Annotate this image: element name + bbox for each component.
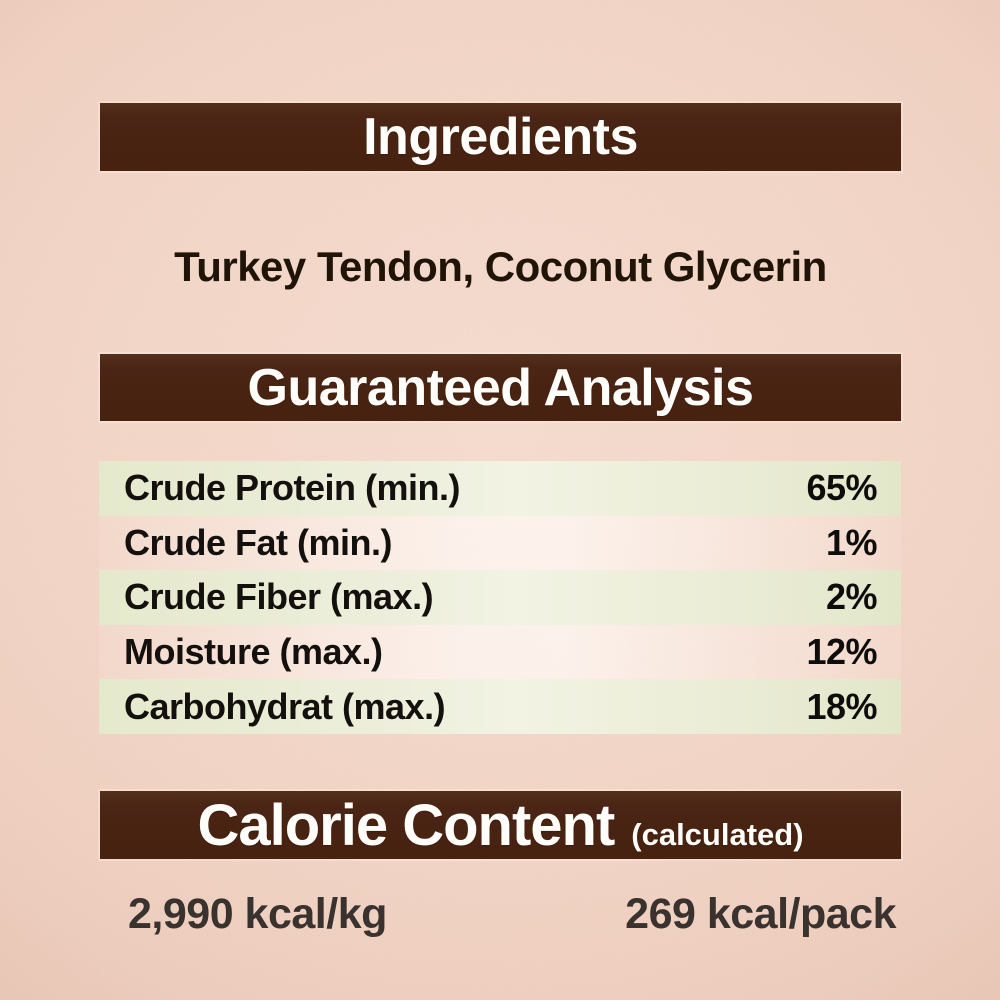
calorie-content-header-group: Calorie Content (calculated) [197,792,803,859]
calorie-content-header-bar: Calorie Content (calculated) [100,791,901,859]
kcal-per-kg-value: 2,990 kcal/kg [128,889,387,938]
analysis-row-value: 18% [806,685,877,727]
kcal-per-pack-value: 269 kcal/pack [625,889,896,938]
guaranteed-analysis-header-bar: Guaranteed Analysis [100,354,901,421]
guaranteed-analysis-table: Crude Protein (min.) 65% Crude Fat (min.… [99,461,901,734]
analysis-row-label: Crude Fiber (max.) [124,576,434,618]
ingredients-header-bar: Ingredients [100,103,901,171]
calorie-content-calculated-note: (calculated) [631,816,804,852]
analysis-row-crude-fiber: Crude Fiber (max.) 2% [99,570,901,625]
analysis-row-crude-fat: Crude Fat (min.) 1% [99,515,901,571]
guaranteed-analysis-header-title: Guaranteed Analysis [247,358,754,417]
ingredients-list: Turkey Tendon, Coconut Glycerin [174,243,827,290]
analysis-row-value: 65% [806,467,877,509]
analysis-row-moisture: Moisture (max.) 12% [99,624,901,680]
ingredients-header-title: Ingredients [363,108,638,166]
analysis-row-label: Crude Protein (min.) [124,467,461,509]
analysis-row-crude-protein: Crude Protein (min.) 65% [99,461,901,516]
analysis-row-value: 12% [806,631,877,673]
analysis-row-carbohydrate: Carbohydrat (max.) 18% [99,679,901,734]
analysis-row-label: Carbohydrat (max.) [124,685,446,727]
analysis-row-value: 1% [825,521,878,563]
analysis-row-value: 2% [825,576,878,618]
calorie-values-line: 2,990 kcal/kg 269 kcal/pack [100,889,901,939]
analysis-row-label: Crude Fat (min.) [124,521,393,563]
calorie-content-header-title: Calorie Content [197,792,615,858]
analysis-row-label: Moisture (max.) [124,631,383,673]
